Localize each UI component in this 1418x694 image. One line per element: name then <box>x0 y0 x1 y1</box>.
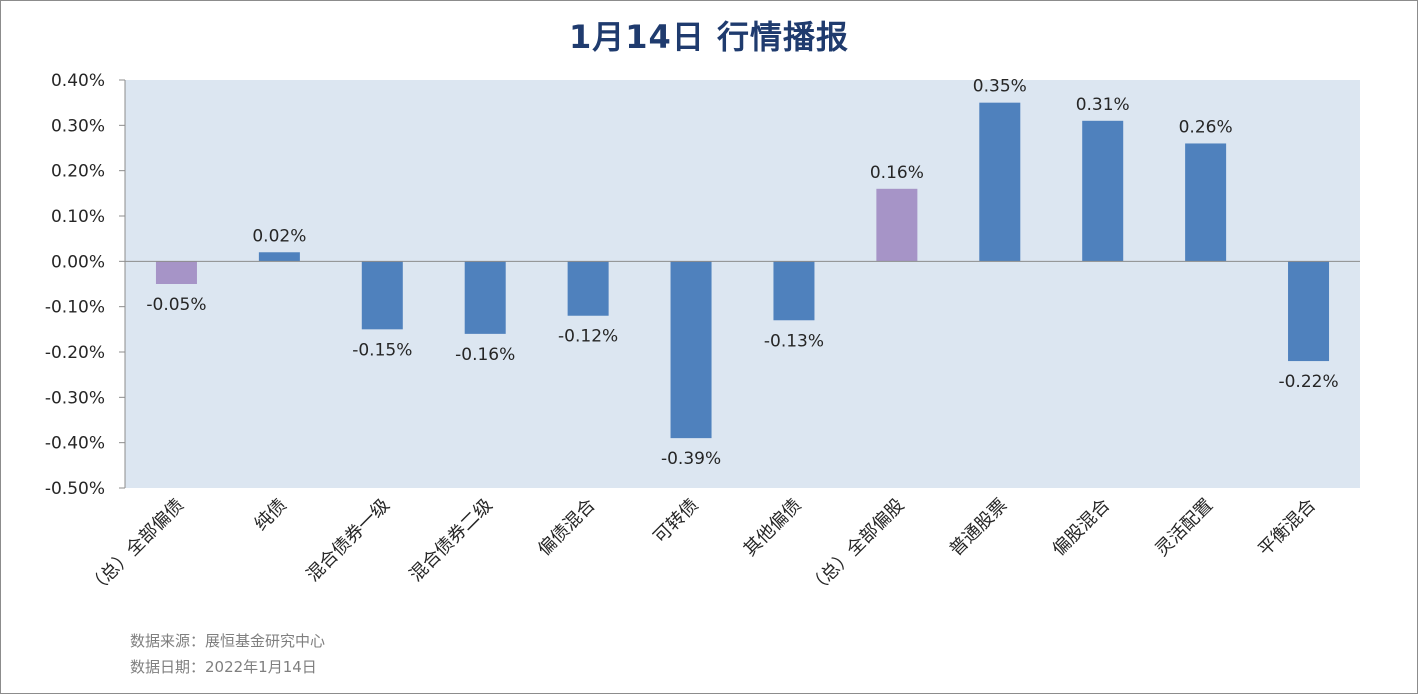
bar <box>979 102 1021 262</box>
source-note: 数据来源：展恒基金研究中心 <box>130 632 326 650</box>
y-tick-label: -0.20% <box>45 343 105 363</box>
y-tick-label: 0.00% <box>51 252 105 272</box>
y-tick-label: 0.30% <box>51 116 105 136</box>
data-label: 0.02% <box>252 226 306 246</box>
bar <box>567 261 609 316</box>
y-axis: 0.40% 0.30% 0.20% 0.10% 0.00% -0.10% -0.20% -0.… <box>45 71 126 499</box>
x-tick-label: 混合债券二级 <box>406 495 497 586</box>
y-tick-label: 0.40% <box>51 71 105 91</box>
chart-title: 1月14日 行情播报 <box>569 18 849 56</box>
y-tick-label: -0.30% <box>45 388 105 408</box>
x-tick-label: （总）全部偏债 <box>84 495 188 599</box>
bar <box>1288 261 1330 362</box>
bar <box>670 261 712 439</box>
bar <box>1185 143 1227 262</box>
data-label: 0.31% <box>1076 95 1130 115</box>
x-tick-label: 灵活配置 <box>1151 495 1217 561</box>
bar <box>258 252 300 262</box>
data-label: 0.16% <box>870 163 924 183</box>
data-label: -0.39% <box>661 449 721 469</box>
data-label: -0.13% <box>764 331 824 351</box>
bars <box>125 102 1360 439</box>
data-labels: -0.05% 0.02% -0.15% -0.16% -0.12% -0.39% -0.13… <box>146 77 1338 469</box>
x-tick-label: 混合债券一级 <box>303 495 394 586</box>
data-label: -0.16% <box>455 345 515 365</box>
x-tick-label: 偏债混合 <box>534 495 600 561</box>
bar <box>773 261 815 321</box>
data-label: -0.12% <box>558 327 618 347</box>
data-label: 0.35% <box>973 77 1027 97</box>
data-label: 0.26% <box>1179 117 1233 137</box>
plot-area <box>125 80 1360 488</box>
bar <box>155 261 197 284</box>
y-tick-label: -0.50% <box>45 479 105 499</box>
data-label: -0.22% <box>1278 372 1338 392</box>
x-tick-label: 可转债 <box>650 495 703 548</box>
x-axis: （总）全部偏债 纯债 混合债券一级 混合债券二级 偏债混合 可转债 其他偏债（总）全部偏股普… <box>84 495 1320 599</box>
bar <box>876 188 918 262</box>
bar <box>1082 120 1124 262</box>
x-tick-label: 平衡混合 <box>1254 495 1320 561</box>
x-tick-label: 纯债 <box>251 495 291 535</box>
x-tick-label: 偏股混合 <box>1048 495 1114 561</box>
data-label: -0.15% <box>352 340 412 360</box>
x-tick-label: （总）全部偏股 <box>804 495 908 599</box>
date-note: 数据日期：2022年1月14日 <box>130 658 317 676</box>
data-label: -0.05% <box>146 295 206 315</box>
bar <box>361 261 403 330</box>
bar <box>464 261 506 334</box>
y-tick-label: 0.10% <box>51 207 105 227</box>
y-tick-label: -0.10% <box>45 298 105 318</box>
x-tick-label: 其他偏债 <box>740 495 806 561</box>
x-tick-label: 普通股票 <box>946 495 1012 561</box>
y-tick-label: -0.40% <box>45 434 105 454</box>
y-tick-label: 0.20% <box>51 162 105 182</box>
